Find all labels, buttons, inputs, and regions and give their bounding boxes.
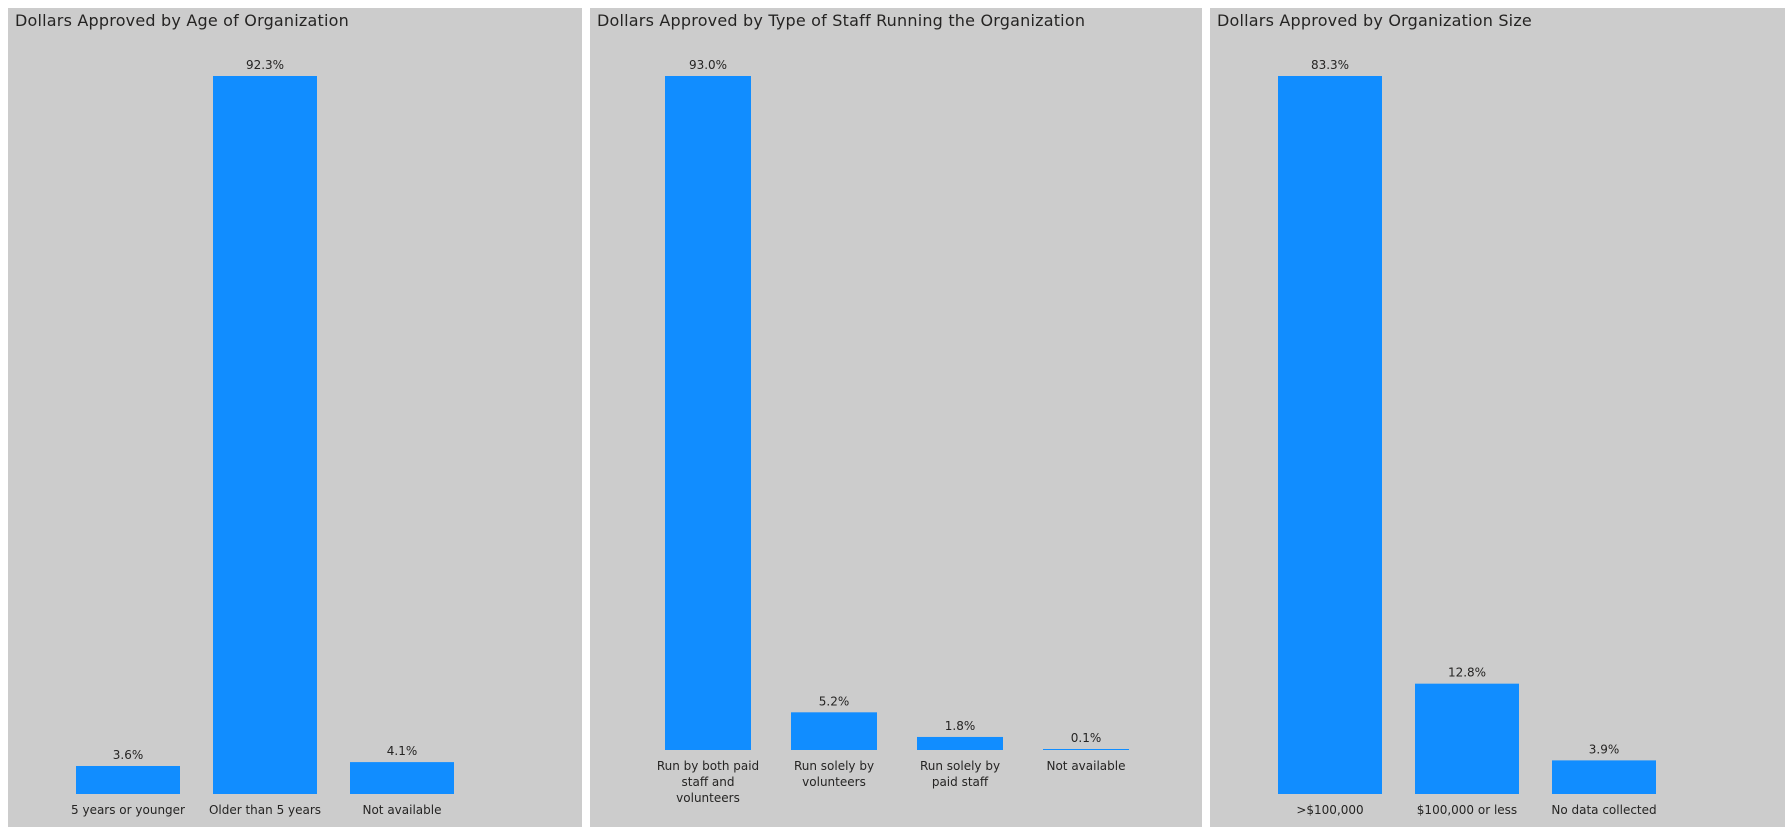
data-label: 92.3% bbox=[246, 58, 284, 72]
bar-chart-org-size: 83.3% >$100,000 12.8% $100,000 or less 3.9% N… bbox=[1278, 58, 1657, 817]
category-label: $100,000 or less bbox=[1417, 803, 1517, 817]
bar[interactable] bbox=[1278, 76, 1382, 794]
bar[interactable] bbox=[665, 76, 751, 750]
bar[interactable] bbox=[791, 712, 877, 750]
data-label: 93.0% bbox=[689, 58, 727, 72]
bar[interactable] bbox=[1552, 760, 1656, 794]
bar-chart-age: 3.6% 5 years or younger 92.3% Older than 5 … bbox=[71, 58, 454, 817]
data-label: 12.8% bbox=[1448, 666, 1486, 680]
data-label: 5.2% bbox=[819, 694, 850, 708]
chart-panel-age: Dollars Approved by Age of Organization … bbox=[8, 8, 582, 827]
data-label: 83.3% bbox=[1311, 58, 1349, 72]
category-label: Not available bbox=[1046, 759, 1125, 773]
bar-chart-staff-type: 93.0% Run by both paid staff and volunteers… bbox=[657, 58, 1129, 805]
data-label: 3.6% bbox=[113, 748, 144, 762]
bar[interactable] bbox=[1043, 749, 1129, 750]
chart-title: Dollars Approved by Age of Organization bbox=[15, 11, 349, 30]
bar[interactable] bbox=[213, 76, 317, 794]
data-label: 1.8% bbox=[945, 719, 976, 733]
category-label: 5 years or younger bbox=[71, 803, 185, 817]
bar[interactable] bbox=[1415, 683, 1519, 794]
category-label: >$100,000 bbox=[1296, 803, 1363, 817]
bar[interactable] bbox=[350, 762, 454, 794]
data-label: 0.1% bbox=[1071, 731, 1102, 745]
chart-title: Dollars Approved by Organization Size bbox=[1217, 11, 1532, 30]
category-label: Run by both paid staff and volunteers bbox=[657, 759, 759, 805]
category-label: Run solely by paid staff bbox=[920, 759, 1000, 789]
chart-panel-staff-type: Dollars Approved by Type of Staff Runnin… bbox=[590, 8, 1202, 827]
data-label: 3.9% bbox=[1589, 742, 1620, 756]
chart-panel-org-size: Dollars Approved by Organization Size 83… bbox=[1210, 8, 1785, 827]
category-label: Older than 5 years bbox=[209, 803, 321, 817]
bar[interactable] bbox=[917, 736, 1003, 750]
category-label: Not available bbox=[362, 803, 441, 817]
category-label: No data collected bbox=[1551, 803, 1656, 817]
category-label: Run solely by volunteers bbox=[794, 759, 874, 789]
data-label: 4.1% bbox=[387, 744, 418, 758]
bar[interactable] bbox=[76, 765, 180, 794]
chart-title: Dollars Approved by Type of Staff Runnin… bbox=[597, 11, 1086, 30]
